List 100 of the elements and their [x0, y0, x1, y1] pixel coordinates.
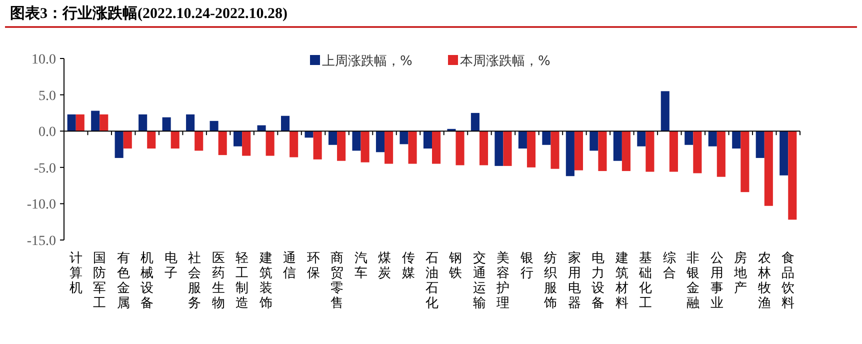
x-tick-label: 轻工制造 [236, 251, 249, 311]
y-tick-label: 5.0 [38, 88, 56, 104]
bar [622, 131, 630, 172]
x-tick-label: 石油石化 [426, 251, 438, 311]
x-tick-label: 交通运输 [472, 250, 486, 311]
bar [100, 114, 108, 132]
bar [456, 131, 464, 166]
bar [637, 131, 646, 146]
bar [67, 114, 76, 132]
bar [518, 131, 527, 149]
x-tick-label: 家用电器 [568, 250, 581, 311]
bar [76, 114, 84, 132]
bar [660, 91, 670, 132]
bar [503, 131, 512, 166]
bar [234, 131, 242, 146]
bar [337, 131, 346, 161]
x-tick-label: 医药生物 [212, 251, 225, 311]
bar [400, 131, 408, 144]
bar [764, 131, 773, 206]
x-tick-label: 建筑装饰 [258, 251, 272, 311]
x-tick-label: 建筑材料 [614, 251, 628, 311]
bar [432, 131, 441, 164]
bar [646, 131, 654, 172]
x-tick-label: 非银金融 [686, 251, 700, 311]
x-tick-label: 机械设备 [140, 251, 154, 311]
legend-label: 本周涨跌幅，% [460, 54, 550, 69]
bar [162, 117, 171, 132]
bar [732, 131, 741, 149]
bar [756, 131, 764, 158]
y-tick-label: 0.0 [38, 125, 56, 140]
bar [566, 131, 574, 176]
bar [408, 131, 417, 164]
bar [170, 131, 180, 149]
x-tick-label: 有色金属 [116, 251, 130, 311]
bar [186, 114, 195, 132]
x-tick-label: 汽车 [354, 251, 368, 281]
bar [91, 110, 100, 132]
y-tick-label: -15.0 [26, 234, 56, 249]
x-tick-label: 美容护理 [496, 250, 510, 311]
y-tick-label: 10.0 [32, 52, 56, 68]
bar [423, 131, 432, 149]
x-tick-label: 煤炭 [378, 251, 392, 281]
bar [550, 131, 560, 169]
bar [313, 131, 322, 160]
bar [147, 131, 156, 149]
x-tick-label: 国防军工 [93, 251, 106, 311]
bar [376, 131, 385, 152]
bar [716, 131, 726, 177]
bar [290, 131, 298, 158]
bar [526, 131, 536, 168]
bar [328, 131, 338, 145]
x-tick-label: 农林牧渔 [756, 251, 771, 311]
x-tick-label: 计算机 [69, 251, 82, 296]
x-tick-label: 商贸零售 [330, 251, 344, 311]
legend-label: 上周涨跌幅，% [322, 54, 412, 69]
bar [384, 131, 394, 164]
y-tick-label: -5.0 [34, 161, 56, 176]
bar [669, 131, 678, 172]
bar [242, 131, 251, 156]
bar [266, 131, 274, 156]
bar [693, 131, 702, 174]
bar [613, 131, 622, 161]
bar [590, 131, 598, 151]
bar [218, 131, 227, 156]
bar [304, 131, 314, 138]
bar [194, 131, 204, 151]
bar [598, 131, 607, 172]
bar [470, 112, 480, 132]
x-tick-label: 食品饮料 [780, 251, 795, 311]
bar [494, 131, 504, 166]
bar [542, 131, 551, 145]
x-tick-label: 银行 [519, 251, 534, 281]
bar [352, 131, 361, 151]
x-tick-label: 通信 [283, 251, 296, 281]
bar [281, 116, 290, 132]
x-tick-label: 电力设备 [592, 251, 605, 311]
x-tick-label: 房地产 [733, 250, 748, 296]
bar [788, 131, 797, 220]
bar [574, 131, 583, 170]
x-tick-label: 公用事业 [710, 251, 724, 311]
x-tick-label: 综合 [662, 251, 676, 281]
bar [780, 131, 788, 176]
chart-title: 图表3：行业涨跌幅(2022.10.24-2022.10.28) [10, 5, 288, 22]
bar [123, 131, 132, 149]
bar [479, 131, 488, 166]
x-tick-label: 纺织服饰 [543, 251, 558, 311]
y-tick-label: -10.0 [26, 198, 56, 213]
bar [708, 131, 717, 146]
bar [360, 131, 370, 162]
x-tick-label: 基础化工 [638, 251, 652, 311]
bar [138, 114, 148, 132]
x-tick-label: 环保 [306, 251, 320, 281]
bar [210, 120, 218, 132]
bar [684, 131, 694, 145]
x-tick-label: 社会服务 [188, 251, 202, 311]
bar [114, 131, 124, 158]
bar [740, 131, 750, 192]
x-tick-label: 电子 [164, 251, 178, 281]
x-tick-label: 传媒 [402, 251, 415, 281]
x-tick-label: 钢铁 [448, 251, 462, 281]
